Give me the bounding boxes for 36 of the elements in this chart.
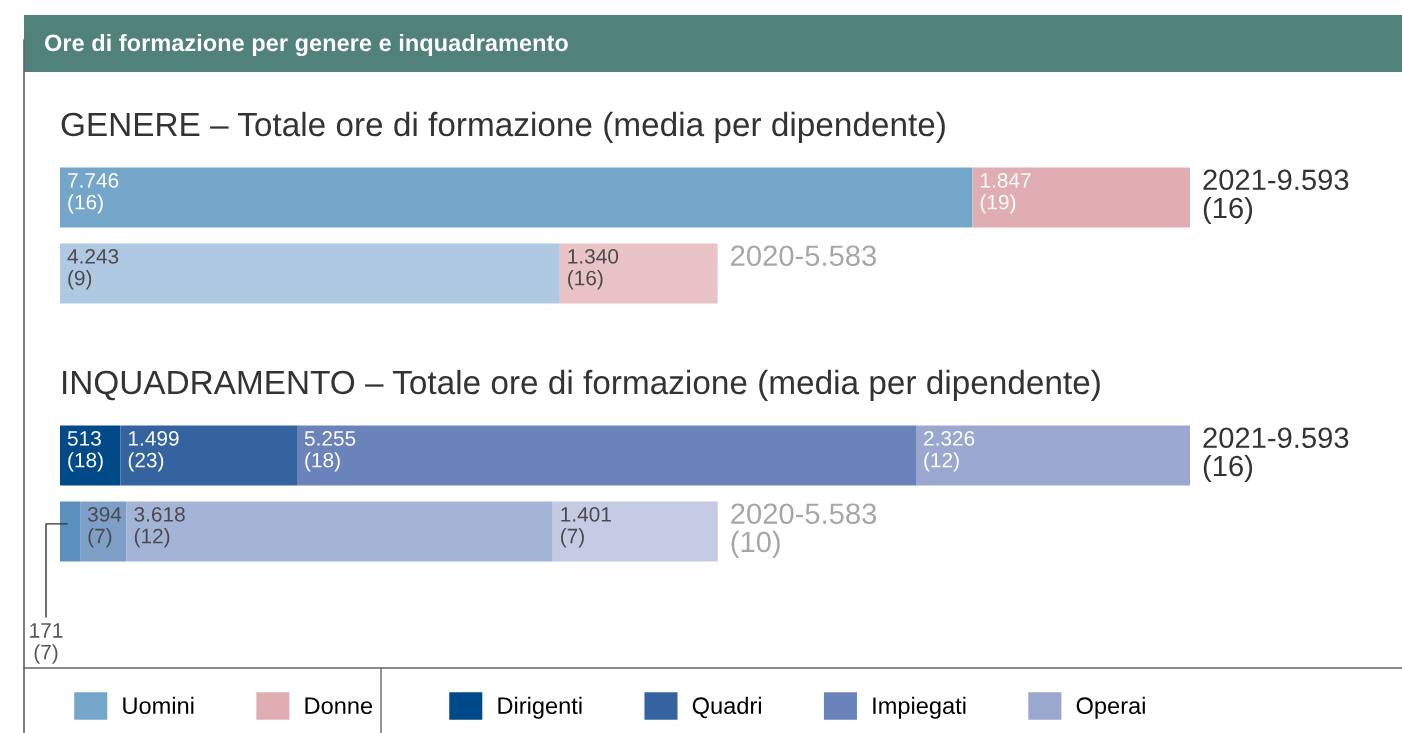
legend-label: Impiegati: [873, 696, 966, 719]
bar: [552, 501, 718, 562]
bar: [120, 425, 297, 486]
data-label: 4.243 (9): [67, 248, 119, 290]
data-label: 1.499 (23): [128, 431, 179, 472]
bar: [972, 167, 1190, 228]
legend-label: Quadri: [692, 696, 761, 719]
bar: [916, 425, 1190, 486]
data-label: 3.618 (12): [134, 506, 185, 548]
bar: [559, 243, 718, 304]
data-label: 1.340 (16): [568, 248, 619, 290]
data-label: 513 (18): [67, 431, 103, 472]
data-label: 394 (7): [87, 506, 122, 548]
chart-title: Ore di formazione per genere e inquadramento: [44, 33, 568, 57]
data-label: 5.255 (18): [304, 431, 356, 472]
legend-label: Operai: [1076, 696, 1145, 719]
data-label: 2.326 (12): [924, 431, 975, 472]
bar: [80, 501, 127, 562]
legend-label: Uomini: [123, 696, 194, 715]
total-label: 2020-5.583: [731, 245, 876, 267]
data-label: 171 (7): [30, 623, 63, 664]
legend-label: Donne: [305, 697, 373, 715]
bar: [60, 425, 121, 486]
bar: [126, 501, 553, 562]
data-label: 7.746 (16): [68, 173, 119, 214]
data-label: 1.401 (7): [561, 506, 611, 548]
chart-subtitle: GENERE – Totale ore di formazione (media per dipendente): [61, 111, 945, 143]
chart-subtitle: INQUADRAMENTO – Totale ore di formazione (media per dipendente): [63, 369, 1100, 401]
total-label: 2021-9.593 (16): [1203, 427, 1349, 483]
total-label: 2021-9.593 (16): [1203, 169, 1349, 225]
bar: [60, 243, 560, 304]
bar: [297, 425, 917, 486]
legend-label: Dirigenti: [498, 696, 582, 719]
bar: [60, 501, 81, 562]
total-label: 2020-5.583 (10): [731, 503, 877, 559]
data-label: 1.847 (19): [980, 173, 1031, 214]
